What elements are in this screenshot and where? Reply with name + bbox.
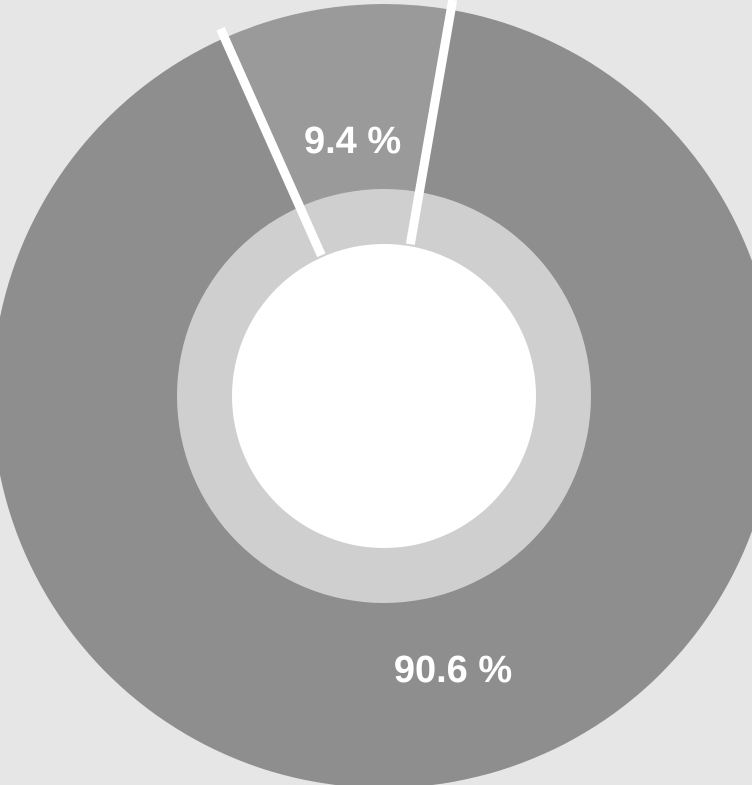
slice-label-2: 90.6 % <box>394 649 512 691</box>
slice-label-1: 9.4 % <box>304 120 401 162</box>
slice-separator-2 <box>405 0 458 246</box>
slice-labels: 9.4 % 90.6 % <box>304 120 512 691</box>
slice-separator-1 <box>216 26 326 258</box>
donut-hole <box>232 244 536 548</box>
slice-separators <box>216 0 458 258</box>
